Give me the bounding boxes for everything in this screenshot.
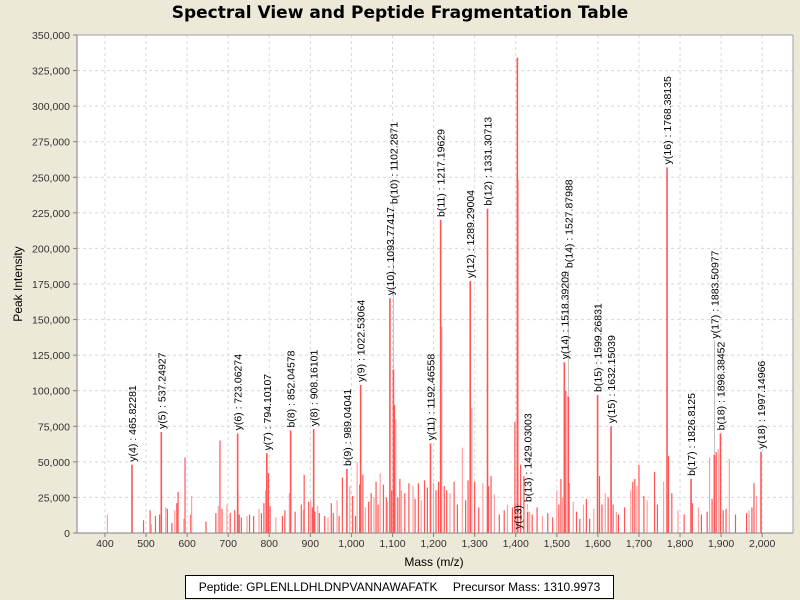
peak-label: y(7) : 794.10107 xyxy=(262,374,274,451)
y-tick-label: 150,000 xyxy=(32,315,70,327)
peak-label: y(18) : 1997.14966 xyxy=(756,361,768,449)
x-tick-label: 500 xyxy=(137,538,155,550)
y-tick-label: 125,000 xyxy=(32,350,70,362)
gridlines xyxy=(77,34,793,534)
peak-label: b(8) : 852.04578 xyxy=(286,350,298,427)
x-tick-label: 1,900 xyxy=(708,538,734,550)
peak-label: b(13) : 1429.03003 xyxy=(523,413,535,502)
peak-label: y(4) : 465.82281 xyxy=(127,385,139,462)
peak-label: b(17) : 1826.8125 xyxy=(686,393,698,476)
y-tick-label: 100,000 xyxy=(32,386,70,398)
y-tick-label: 300,000 xyxy=(32,101,70,113)
peak-label: y(6) : 723.06274 xyxy=(233,354,245,431)
label-leader-lines xyxy=(393,206,715,511)
x-tick-label: 400 xyxy=(96,538,114,550)
minor-peaks xyxy=(106,180,758,533)
peak-label: y(8) : 908.16101 xyxy=(309,350,321,427)
x-tick-label: 700 xyxy=(219,538,237,550)
peak-label: y(14) : 1518.39209 xyxy=(559,271,571,359)
precursor-mass-label: Precursor Mass: 1310.9973 xyxy=(452,580,601,594)
peptide-info-box: Peptide: GPLENLLDHLDNPVANNAWAFATK Precur… xyxy=(185,575,614,599)
peptide-label: Peptide: GPLENLLDHLDNPVANNAWAFATK xyxy=(198,580,438,594)
x-tick-label: 1,700 xyxy=(626,538,652,550)
peak-label: y(16) : 1768.38135 xyxy=(662,76,674,164)
peak-label: y(12) : 1289.29004 xyxy=(465,190,477,278)
y-tick-label: 275,000 xyxy=(32,137,70,149)
y-tick-label: 325,000 xyxy=(32,66,70,78)
y-axis-label: Peak Intensity xyxy=(11,246,25,321)
peak-label: b(14) : 1527.87988 xyxy=(563,179,575,268)
x-tick-label: 1,300 xyxy=(462,538,488,550)
peak-label: y(5) : 537.24927 xyxy=(156,352,168,429)
peak-label: b(18) : 1898.38452 xyxy=(715,342,727,431)
chart-title: Spectral View and Peptide Fragmentation … xyxy=(171,3,629,23)
annotated-peaks xyxy=(131,57,762,533)
y-axis-ticks: 0 25,000 50,000 75,000 100,000 125,000 150,000… xyxy=(32,30,77,540)
peak-label: b(10) : 1102.2871 xyxy=(388,122,400,204)
peak-label: y(13) xyxy=(512,505,524,529)
x-tick-label: 1,100 xyxy=(379,538,405,550)
y-tick-label: 350,000 xyxy=(32,30,70,42)
peak-label: b(15) : 1599.26831 xyxy=(593,303,605,392)
x-tick-label: 1,400 xyxy=(503,538,529,550)
y-tick-label: 75,000 xyxy=(38,421,70,433)
peak-label: y(10) : 1093.77417 xyxy=(385,207,397,295)
peak-label: b(12) : 1331.30713 xyxy=(483,117,495,206)
y-tick-label: 0 xyxy=(64,528,70,540)
peak-label: y(15) : 1632.15039 xyxy=(606,335,618,423)
peak-label: y(9) : 1022.53064 xyxy=(356,300,368,382)
y-tick-label: 200,000 xyxy=(32,243,70,255)
x-tick-label: 1,800 xyxy=(667,538,693,550)
x-tick-label: 900 xyxy=(302,538,320,550)
x-tick-label: 800 xyxy=(260,538,278,550)
y-tick-label: 250,000 xyxy=(32,172,70,184)
peak-label: b(9) : 989.04041 xyxy=(342,389,354,466)
peak-label: y(17) : 1883.50977 xyxy=(709,250,721,338)
peak-label: y(11) : 1192.46558 xyxy=(425,354,437,441)
peak-label: b(11) : 1217.19629 xyxy=(436,129,448,217)
x-tick-label: 600 xyxy=(178,538,196,550)
x-tick-label: 1,000 xyxy=(338,538,364,550)
y-tick-label: 25,000 xyxy=(38,492,70,504)
x-tick-label: 2,000 xyxy=(749,538,775,550)
axes xyxy=(76,34,794,534)
y-tick-label: 50,000 xyxy=(38,457,70,469)
x-tick-label: 1,200 xyxy=(420,538,446,550)
y-tick-label: 175,000 xyxy=(32,279,70,291)
x-axis-label: Mass (m/z) xyxy=(404,555,463,569)
x-tick-label: 1,600 xyxy=(585,538,611,550)
x-tick-label: 1,500 xyxy=(544,538,570,550)
peak-labels: y(13) y(16) : 1768.38135 b(12) : 1331.3071… xyxy=(127,76,768,529)
x-axis-ticks: 400 500 600 700 800 900 1,000 1,100 1,200 1,300 1,… xyxy=(96,533,775,550)
y-tick-label: 225,000 xyxy=(32,208,70,220)
